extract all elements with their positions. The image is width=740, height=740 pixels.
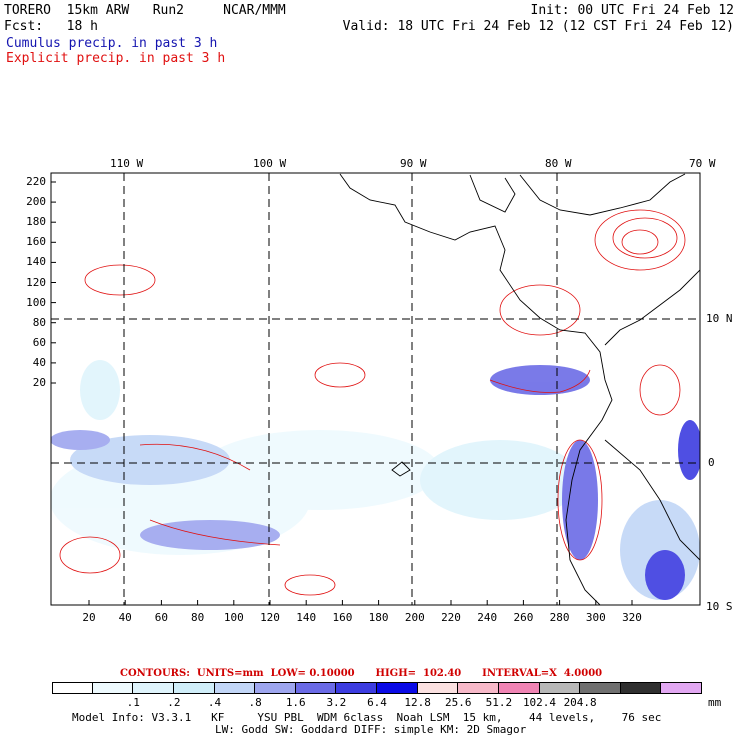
x-tick-label: 60 xyxy=(154,611,169,624)
field-cumulus-title: Cumulus precip. in past 3 h xyxy=(6,36,218,51)
legend-swatch xyxy=(336,682,377,694)
x-tick-label: 300 xyxy=(585,611,606,624)
physics-info: LW: Godd SW: Goddard DIFF: simple KM: 2D… xyxy=(215,723,527,736)
y-tick-label: 60 xyxy=(32,335,46,349)
lon-label-90w: 90 W xyxy=(400,157,427,170)
y-tick-label: 120 xyxy=(26,275,46,289)
legend-swatch xyxy=(295,682,337,694)
y-tick-label: 80 xyxy=(32,315,46,329)
legend-label: .4 xyxy=(207,696,222,709)
legend-label: 12.8 xyxy=(404,696,431,709)
legend-label: .8 xyxy=(248,696,262,709)
legend-label: 204.8 xyxy=(563,696,597,709)
lon-label-80w: 80 W xyxy=(545,157,572,170)
legend-swatch xyxy=(173,682,215,694)
legend-swatch xyxy=(661,682,702,694)
x-tick-label: 260 xyxy=(513,611,534,624)
y-tick-label: 20 xyxy=(32,376,46,389)
header-init-time: Init: 00 UTC Fri 24 Feb 12 xyxy=(530,3,735,18)
lat-label-10s: 10 S xyxy=(706,600,733,613)
lon-label-100w: 100 W xyxy=(253,157,287,170)
cumulus-precip-shading xyxy=(51,360,700,600)
contour-info: CONTOURS: UNITS=mm LOW= 0.10000 HIGH= 10… xyxy=(120,668,603,679)
legend-swatch xyxy=(539,682,581,694)
x-tick-label: 200 xyxy=(404,611,425,624)
legend-swatch xyxy=(214,682,256,694)
lon-label-110w: 110 W xyxy=(110,157,144,170)
x-tick-label: 280 xyxy=(549,611,570,624)
field-explicit-title: Explicit precip. in past 3 h xyxy=(6,51,226,66)
legend-swatch xyxy=(417,682,459,694)
x-tick-label: 40 xyxy=(118,611,132,624)
lon-label-70w: 70 W xyxy=(689,157,716,170)
legend-swatch xyxy=(620,682,662,694)
legend-label: .1 xyxy=(126,696,140,709)
legend-swatch xyxy=(498,682,540,694)
grid-lines xyxy=(51,173,700,605)
x-tick-label: 140 xyxy=(296,611,317,624)
coastlines xyxy=(339,173,700,605)
y-tick-label: 160 xyxy=(26,235,46,249)
legend-label: .2 xyxy=(167,696,181,709)
y-tick-label: 200 xyxy=(26,195,46,209)
x-tick-label: 320 xyxy=(622,611,642,624)
plot-frame xyxy=(50,172,701,606)
legend-unit: mm xyxy=(708,696,722,709)
x-tick-label: 80 xyxy=(190,611,205,624)
lat-label-10n: 10 N xyxy=(706,312,733,325)
header-valid-time: Valid: 18 UTC Fri 24 Feb 12 (12 CST Fri … xyxy=(342,19,734,34)
explicit-precip-contours xyxy=(59,209,686,596)
x-tick-label: 240 xyxy=(477,611,498,624)
x-tick-label: 180 xyxy=(368,611,389,624)
y-tick-label: 180 xyxy=(26,215,46,229)
x-tick-label: 120 xyxy=(260,611,280,624)
legend-label: 3.2 xyxy=(326,696,347,709)
x-tick-label: 100 xyxy=(223,611,244,624)
x-tick-label: 20 xyxy=(82,611,96,624)
legend-label: 1.6 xyxy=(285,696,306,709)
header-left-line2: Fcst: 18 h xyxy=(4,19,98,34)
header-left-line1: TORERO 15km ARW Run2 NCAR/MMM xyxy=(4,3,286,18)
y-tick-label: 220 xyxy=(26,175,46,188)
model-info: Model Info: V3.3.1 KF YSU PBL WDM 6class… xyxy=(72,711,662,724)
y-tick-label: 40 xyxy=(32,355,46,369)
legend-label: 6.4 xyxy=(367,696,387,709)
legend-label: 51.2 xyxy=(485,696,513,709)
legend-label: 102.4 xyxy=(522,696,557,709)
y-tick-label: 100 xyxy=(26,295,46,309)
legend-swatch xyxy=(255,682,296,694)
legend-swatch xyxy=(458,682,499,694)
legend-swatch xyxy=(92,682,134,694)
legend-label: 25.6 xyxy=(445,696,472,709)
lat-label-0: 0 xyxy=(708,456,715,469)
legend-swatch xyxy=(52,682,93,694)
y-tick-label: 140 xyxy=(26,255,46,269)
x-tick-label: 160 xyxy=(332,611,353,624)
legend-swatch xyxy=(133,682,174,694)
x-tick-label: 220 xyxy=(441,611,461,624)
legend-swatch xyxy=(377,682,418,694)
legend-swatch xyxy=(580,682,621,694)
